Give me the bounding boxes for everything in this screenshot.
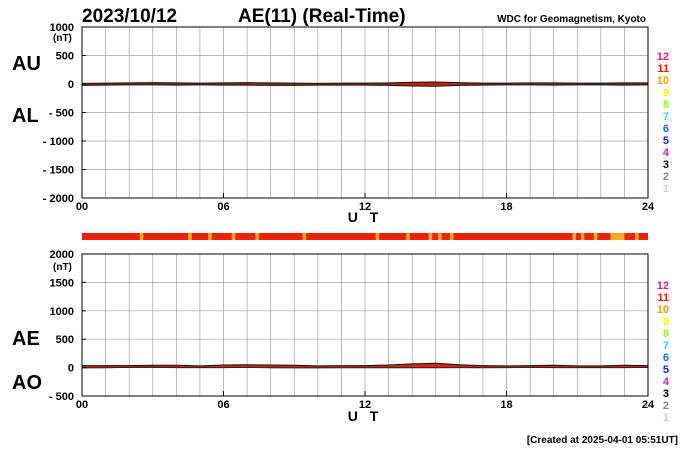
au-al-grid	[82, 27, 648, 198]
x-tick-label: 00	[76, 399, 88, 411]
organization-label: WDC for Geomagnetism, Kyoto	[497, 14, 646, 25]
ae-ylabel: AE	[12, 328, 40, 350]
station-legend-item: 10	[657, 75, 669, 87]
y-tick-label: - 1000	[43, 136, 74, 148]
station-legend-item: 5	[663, 364, 669, 376]
y-tick-label: 0	[68, 79, 74, 91]
station-legend-item: 2	[663, 171, 669, 183]
station-legend-item: 7	[663, 111, 669, 123]
x-tick-label: 06	[217, 201, 229, 213]
station-legend-item: 1	[663, 183, 669, 195]
plot-date: 2023/10/12	[82, 6, 177, 27]
ae-ao-area	[82, 363, 648, 368]
strip-segment	[231, 233, 236, 240]
station-legend-item: 12	[657, 51, 669, 63]
ae-ao-panel: 2000 1500 1000 500 0 - 500 00 06 12 18 24 (nT) AE…	[12, 249, 655, 424]
strip-segment	[302, 233, 307, 240]
station-legend-item: 10	[657, 304, 669, 316]
station-legend-item: 12	[657, 280, 669, 292]
strip-base	[82, 233, 648, 240]
station-legend-item: 9	[663, 87, 669, 99]
au-al-x-ticks: 00 06 12 18 24	[76, 193, 655, 213]
plot-title: AE(11) (Real-Time)	[238, 6, 406, 27]
y-tick-label: - 2000	[43, 193, 74, 205]
x-tick-label: 12	[359, 201, 371, 213]
x-tick-label: 12	[359, 399, 371, 411]
series-line-al	[81, 84, 649, 87]
y-tick-label: - 1500	[43, 165, 74, 177]
strip-segment	[139, 233, 144, 240]
y-tick-label: 500	[56, 51, 74, 63]
station-legend-item: 4	[663, 376, 670, 388]
y-tick-label: 500	[56, 334, 74, 346]
y-tick-label: 2000	[50, 249, 74, 261]
y-tick-label: - 500	[49, 391, 74, 403]
station-legend-item: 11	[657, 292, 669, 304]
strip-segment	[572, 233, 577, 240]
y-tick-label: 1500	[50, 277, 74, 289]
strip-segment	[255, 233, 259, 240]
au-al-y-ticks: 1000 500 0 - 500 - 1000 - 1500 - 2000	[43, 22, 86, 205]
station-legend-item: 4	[663, 147, 670, 159]
au-al-xlabel: U T	[348, 209, 383, 225]
au-al-unit: (nT)	[53, 33, 72, 44]
y-tick-label: 1000	[50, 306, 74, 318]
al-ylabel: AL	[12, 105, 39, 127]
strip-segment	[449, 233, 454, 240]
range-fill-area	[82, 363, 648, 368]
x-tick-label: 00	[76, 201, 88, 213]
ae-ao-x-ticks: 00 06 12 18 24	[76, 391, 655, 411]
station-legend-item: 9	[663, 316, 669, 328]
strip-segment	[428, 233, 433, 240]
station-legend-item: 2	[663, 400, 669, 412]
station-legend-item: 3	[663, 159, 669, 171]
strip-segment	[580, 233, 585, 240]
strip-segment	[188, 233, 192, 240]
y-tick-label: - 500	[49, 108, 74, 120]
strip-segment	[208, 233, 212, 240]
strip-segment	[593, 233, 598, 240]
x-tick-label: 24	[642, 201, 655, 213]
created-timestamp: [Created at 2025-04-01 05:51UT]	[527, 435, 678, 446]
strip-segment	[438, 233, 442, 240]
x-tick-label: 18	[500, 201, 512, 213]
ao-ylabel: AO	[12, 372, 42, 394]
station-legend-item: 7	[663, 340, 669, 352]
strip-segment	[406, 233, 410, 240]
station-legend-item: 5	[663, 135, 669, 147]
ae-ao-xlabel: U T	[348, 408, 383, 424]
ae-ao-grid	[82, 254, 648, 396]
station-legend-item: 8	[663, 328, 669, 340]
station-legend-item: 6	[663, 352, 669, 364]
station-legend-item: 6	[663, 123, 669, 135]
ae-ao-lines	[81, 362, 649, 369]
station-legend-item: 8	[663, 99, 669, 111]
strip-segment	[610, 233, 625, 240]
station-legend-item: 1	[663, 412, 669, 424]
ae-ao-y-ticks: 2000 1500 1000 500 0 - 500	[49, 249, 86, 403]
station-strip	[82, 233, 648, 240]
series-line-ae	[82, 362, 649, 367]
au-al-panel: 1000 500 0 - 500 - 1000 - 1500 - 2000 00 06 12 18…	[12, 22, 655, 225]
x-tick-label: 24	[642, 399, 655, 411]
y-tick-label: 1000	[50, 22, 74, 34]
x-tick-label: 06	[217, 399, 229, 411]
station-legend-item: 11	[657, 63, 669, 75]
x-tick-label: 18	[500, 399, 512, 411]
au-ylabel: AU	[12, 53, 41, 75]
strip-segment	[375, 233, 380, 240]
strip-segment	[635, 233, 639, 240]
au-al-lines	[81, 81, 649, 87]
series-line-au	[81, 81, 648, 84]
y-tick-label: 0	[68, 363, 74, 375]
ae-ao-unit: (nT)	[53, 262, 72, 273]
station-legend-item: 3	[663, 388, 669, 400]
